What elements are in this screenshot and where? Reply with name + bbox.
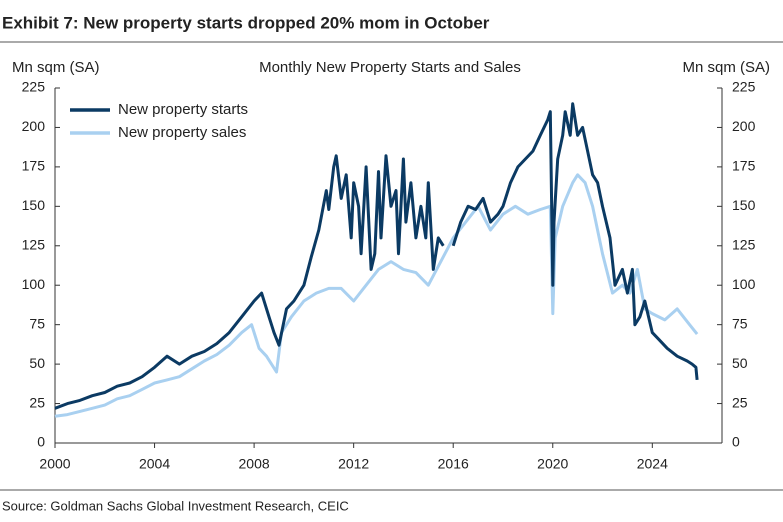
y-tick-label: 200 xyxy=(22,118,46,134)
source: Source: Goldman Sachs Global Investment … xyxy=(2,498,349,513)
legend-label: New property starts xyxy=(118,101,248,118)
y2-tick-label: 50 xyxy=(732,355,748,371)
x-tick-label: 2004 xyxy=(139,456,170,472)
y-tick-label: 75 xyxy=(29,315,45,331)
chart-subtitle: Monthly New Property Starts and Sales xyxy=(259,59,521,76)
y-tick-label: 100 xyxy=(22,276,46,292)
y2-tick-label: 25 xyxy=(732,394,748,410)
y2-tick-label: 75 xyxy=(732,315,748,331)
y-tick-label: 125 xyxy=(22,236,46,252)
y-axis-label: Mn sqm (SA) xyxy=(12,59,100,76)
y2-tick-label: 125 xyxy=(732,236,756,252)
y2-tick-label: 175 xyxy=(732,158,756,174)
x-tick-label: 2016 xyxy=(438,456,469,472)
chart-title: Exhibit 7: New property starts dropped 2… xyxy=(2,13,490,32)
y2-tick-label: 225 xyxy=(732,79,756,95)
x-tick-label: 2012 xyxy=(338,456,369,472)
y2-tick-label: 100 xyxy=(732,276,756,292)
y2-tick-label: 0 xyxy=(732,434,740,450)
y-tick-label: 0 xyxy=(37,434,45,450)
y2-tick-label: 150 xyxy=(732,197,756,213)
y-tick-label: 50 xyxy=(29,355,45,371)
y-tick-label: 225 xyxy=(22,79,46,95)
x-tick-label: 2000 xyxy=(39,456,70,472)
x-tick-label: 2008 xyxy=(239,456,270,472)
y2-tick-label: 200 xyxy=(732,118,756,134)
y2-axis-label: Mn sqm (SA) xyxy=(682,59,770,76)
legend-label: New property sales xyxy=(118,124,246,141)
x-tick-label: 2020 xyxy=(537,456,568,472)
series-line xyxy=(54,102,699,410)
x-tick-label: 2024 xyxy=(637,456,668,472)
y-tick-label: 25 xyxy=(29,394,45,410)
y-tick-label: 150 xyxy=(22,197,46,213)
series-line xyxy=(54,173,699,418)
y-tick-label: 175 xyxy=(22,158,46,174)
